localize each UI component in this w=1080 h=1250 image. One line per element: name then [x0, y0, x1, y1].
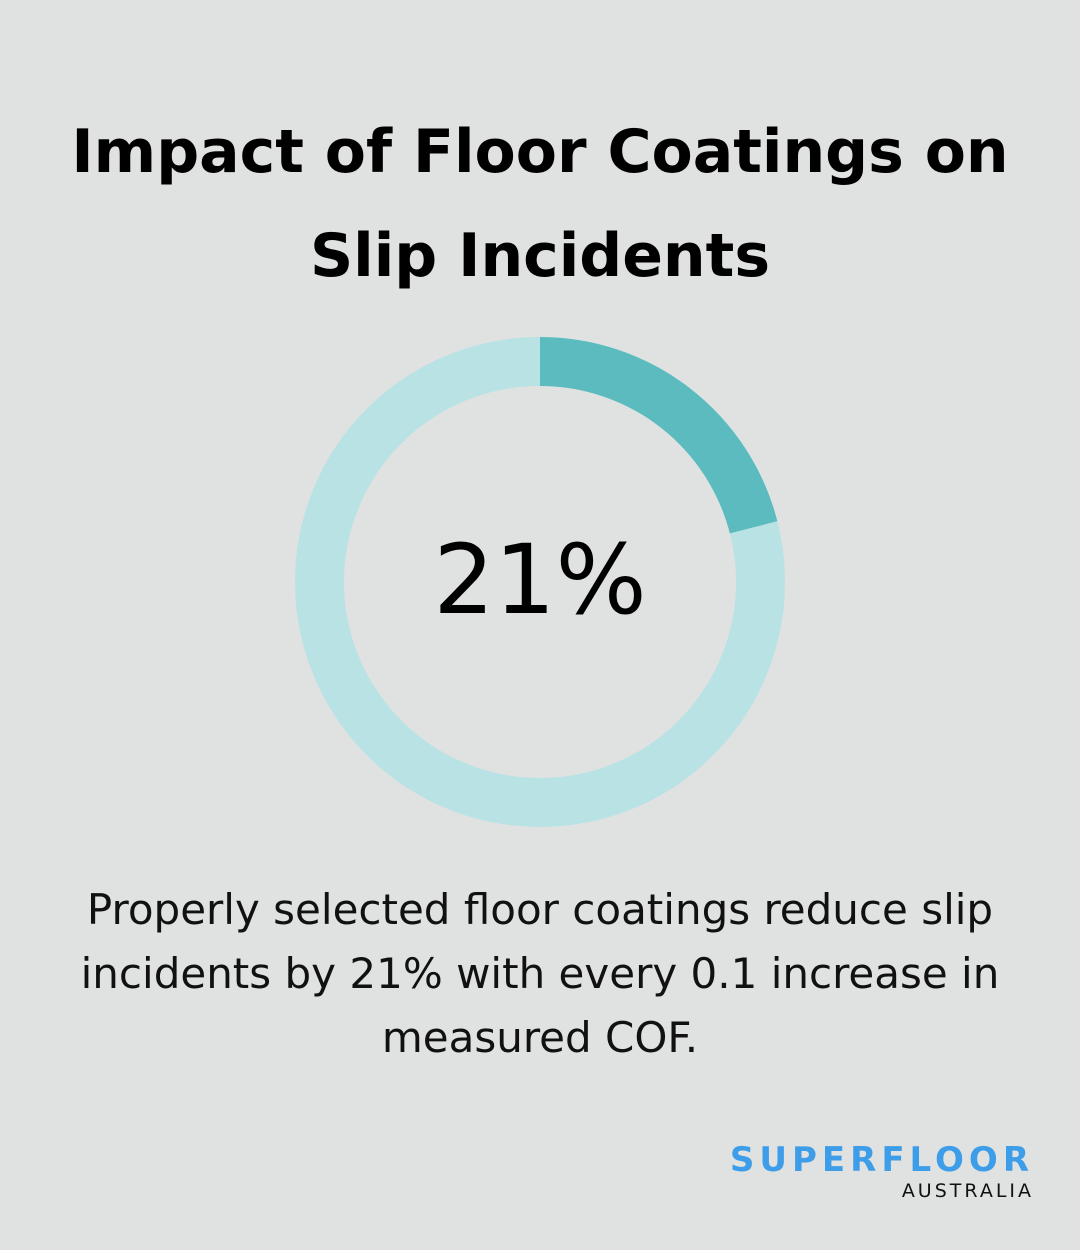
logo-sub-text: AUSTRALIA [901, 1180, 1034, 1202]
logo-main-text: SUPERFLOOR [729, 1140, 1034, 1180]
donut-highlight-segment [295, 337, 785, 827]
brand-logo: SUPERFLOOR AUSTRALIA [730, 1140, 1034, 1202]
center-percentage: 21% [433, 524, 647, 636]
description-text: Properly selected floor coatings reduce … [80, 885, 1000, 1062]
title-line-1: Impact of Floor Coatings on [71, 117, 1009, 187]
page-title: Impact of Floor Coatings on Slip Inciden… [0, 100, 1080, 308]
title-line-2: Slip Incidents [309, 221, 771, 291]
donut-chart [295, 337, 785, 827]
